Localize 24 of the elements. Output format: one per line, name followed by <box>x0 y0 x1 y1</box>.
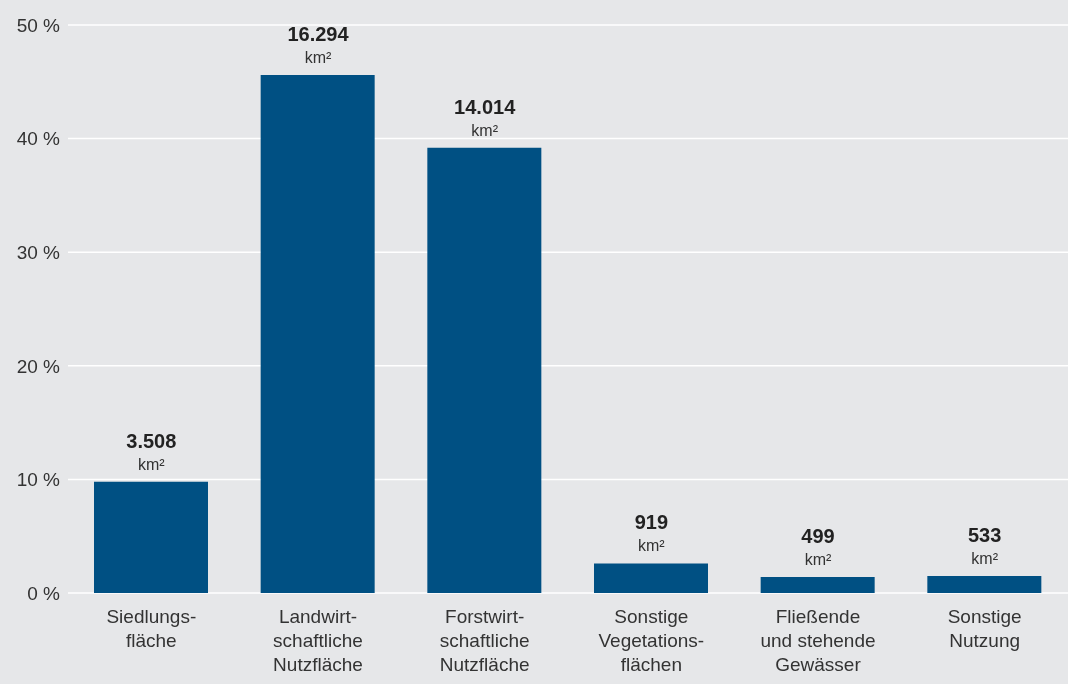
y-tick-label: 40 % <box>16 128 61 150</box>
y-tick-label: 20 % <box>16 355 61 377</box>
bar <box>594 563 708 593</box>
bar <box>760 577 875 593</box>
x-tick-label: Sonstige Nutzung <box>947 606 1022 651</box>
x-tick-label: Sonstige Vegetations- flächen <box>598 606 705 675</box>
bar <box>260 74 375 593</box>
x-tick-label: Forstwirt- schaftliche Nutzfläche <box>439 606 530 675</box>
y-tick-label: 50 % <box>16 14 61 36</box>
x-tick-label: Fließende und stehende Gewässer <box>760 606 876 675</box>
annotation: 499 km² <box>801 525 835 569</box>
bar <box>927 575 1042 593</box>
annotation: 3.508 km² <box>126 429 177 473</box>
y-tick-label: 30 % <box>16 241 61 263</box>
y-tick-label: 10 % <box>16 469 61 491</box>
bar <box>427 147 542 593</box>
x-tick-label: Landwirt- schaftliche Nutzfläche <box>273 606 363 675</box>
annotation: 533 km² <box>967 523 1002 567</box>
annotation: 16.294 km² <box>287 22 350 66</box>
bar <box>94 481 208 593</box>
y-tick-label: 0 % <box>27 582 61 604</box>
x-tick-label: Siedlungs- fläche <box>106 606 197 651</box>
annotation: 919 km² <box>634 511 669 555</box>
annotation: 14.014 km² <box>454 95 517 139</box>
